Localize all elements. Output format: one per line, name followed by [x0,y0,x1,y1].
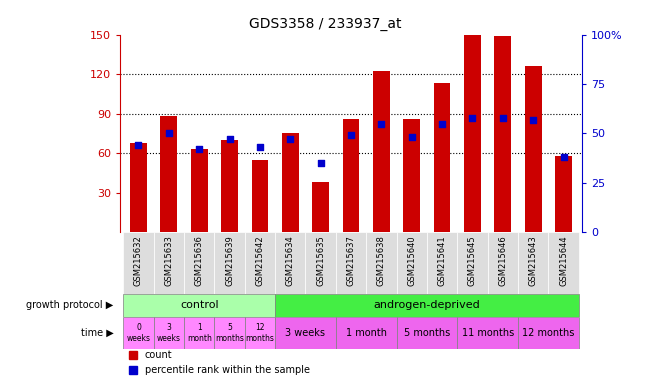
Bar [221,140,238,232]
Bar [457,232,488,294]
Text: growth protocol ▶: growth protocol ▶ [27,300,114,310]
Bar [161,116,177,232]
Text: GSM215633: GSM215633 [164,235,174,286]
Bar [252,160,268,232]
Text: GSM215644: GSM215644 [559,235,568,286]
Text: 11 months: 11 months [462,328,514,338]
Text: 12 months: 12 months [522,328,575,338]
Point [285,136,296,142]
Point [437,121,447,127]
Bar [245,317,275,349]
Bar [434,83,450,232]
Bar [124,317,153,349]
Bar [404,119,420,232]
Text: GSM215632: GSM215632 [134,235,143,286]
Bar [336,317,396,349]
Text: GSM215645: GSM215645 [468,235,477,286]
Bar [306,232,336,294]
Text: GDS3358 / 233937_at: GDS3358 / 233937_at [249,17,401,31]
Text: 12
months: 12 months [246,323,274,343]
Text: 5 months: 5 months [404,328,450,338]
Bar [312,182,329,232]
Text: 0
weeks: 0 weeks [127,323,150,343]
Point [164,131,174,137]
Point [224,136,235,142]
Bar [282,134,298,232]
Bar [153,317,184,349]
Point [133,142,144,148]
Legend: count, percentile rank within the sample: count, percentile rank within the sample [125,346,313,379]
Text: GSM215639: GSM215639 [225,235,234,286]
Text: GSM215646: GSM215646 [499,235,507,286]
Bar [124,232,153,294]
Bar [525,66,541,232]
Bar [488,232,518,294]
Text: GSM215640: GSM215640 [407,235,416,286]
Bar [275,294,578,317]
Point [315,160,326,166]
Text: 1
month: 1 month [187,323,212,343]
Bar [153,232,184,294]
Text: 5
months: 5 months [215,323,244,343]
Bar [518,232,549,294]
Point [528,116,538,122]
Bar [214,232,245,294]
Text: 3 weeks: 3 weeks [285,328,326,338]
Bar [518,317,578,349]
Bar [464,35,481,232]
Bar [555,156,572,232]
Text: GSM215636: GSM215636 [195,235,203,286]
Point [558,154,569,160]
Bar [275,232,306,294]
Text: GSM215635: GSM215635 [316,235,325,286]
Text: GSM215638: GSM215638 [377,235,386,286]
Point [255,144,265,151]
Text: control: control [180,300,218,310]
Point [376,121,387,127]
Text: GSM215634: GSM215634 [286,235,295,286]
Bar [336,232,366,294]
Bar [373,71,390,232]
Bar [549,232,578,294]
Bar [495,36,511,232]
Bar [343,119,359,232]
Text: time ▶: time ▶ [81,328,114,338]
Bar [457,317,518,349]
Point [498,114,508,121]
Text: 3
weeks: 3 weeks [157,323,181,343]
Text: GSM215643: GSM215643 [528,235,538,286]
Bar [184,232,214,294]
Text: GSM215642: GSM215642 [255,235,265,286]
Bar [214,317,245,349]
Bar [124,294,275,317]
Bar [184,317,214,349]
Text: GSM215637: GSM215637 [346,235,356,286]
Bar [366,232,396,294]
Bar [396,317,457,349]
Point [346,132,356,139]
Bar [396,232,427,294]
Text: androgen-deprived: androgen-deprived [374,300,480,310]
Bar [130,143,147,232]
Text: GSM215641: GSM215641 [437,235,447,286]
Point [467,114,478,121]
Point [194,146,204,152]
Bar [427,232,457,294]
Bar [191,149,207,232]
Point [406,134,417,141]
Text: 1 month: 1 month [346,328,387,338]
Bar [275,317,336,349]
Bar [245,232,275,294]
